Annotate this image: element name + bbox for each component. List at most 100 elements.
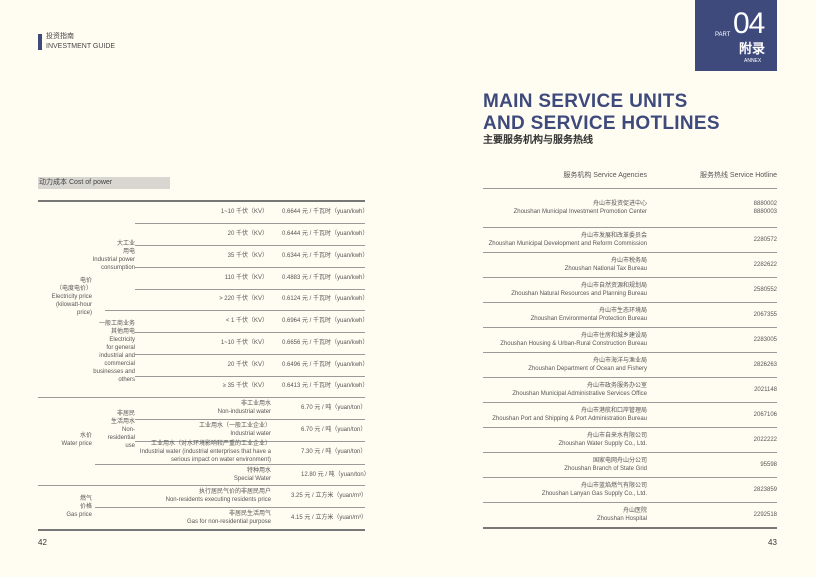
hotline-number: 2067106 xyxy=(753,411,777,418)
hotline-number: 2280572 xyxy=(753,236,777,243)
voltage-level: 1~10 千伏（KV） xyxy=(220,209,268,215)
divider xyxy=(483,302,777,303)
hotline-number: 2826263 xyxy=(753,361,777,368)
page-subtitle: 主要服务机构与服务热线 xyxy=(483,135,593,146)
water-type: 工业用水（对水环境影响较严重的工业企业） xyxy=(150,441,271,447)
price-value: 0.6964 元 / 千瓦时（yuan/kwh） xyxy=(282,318,369,324)
agency-name-en: Zhoushan National Tax Bureau xyxy=(564,265,647,272)
industrial-label: 用电 xyxy=(122,249,135,255)
column-header-agency: 服务机构 Service Agencies xyxy=(563,172,647,179)
nonresidential-label: Non- xyxy=(121,427,135,433)
general-label: commercial xyxy=(104,361,135,367)
divider xyxy=(38,485,365,486)
price-value: 0.6496 元 / 千瓦时（yuan/kwh） xyxy=(282,362,369,368)
price-value: 7.30 元 / 吨（yuan/ton） xyxy=(301,449,367,455)
general-label: businesses and xyxy=(93,369,135,375)
divider xyxy=(38,529,365,531)
divider xyxy=(483,188,777,189)
nonresidential-label: 非居民 xyxy=(116,411,135,417)
price-value: 0.6344 元 / 千瓦时（yuan/kwh） xyxy=(282,253,369,259)
hotline-number: 2283005 xyxy=(753,336,777,343)
agency-name-cn: 舟山市投资促进中心 xyxy=(592,200,647,207)
price-value: 0.4883 元 / 千瓦时（yuan/kwh） xyxy=(282,275,369,281)
hotline-number: 2022222 xyxy=(753,436,777,443)
voltage-level: > 220 千伏（KV） xyxy=(219,296,268,302)
divider xyxy=(483,427,777,428)
water-label: Water price xyxy=(61,441,92,447)
nonresidential-label: residential xyxy=(107,435,135,441)
agency-name-cn: 舟山市住房和城乡建设局 xyxy=(580,332,647,339)
general-label: industrial and xyxy=(99,353,135,359)
hotline-number: 2021148 xyxy=(754,386,777,393)
divider xyxy=(483,352,777,353)
electricity-label: 电价 xyxy=(79,278,92,284)
price-value: 6.70 元 / 吨（yuan/ton） xyxy=(301,427,367,433)
price-value: 0.6656 元 / 千瓦时（yuan/kwh） xyxy=(282,340,369,346)
electricity-label: （电度电价） xyxy=(55,286,92,292)
part-number: 04 xyxy=(733,7,765,40)
divider xyxy=(135,354,365,355)
water-type: 特种用水 xyxy=(246,468,271,474)
price-value: 0.6444 元 / 千瓦时（yuan/kwh） xyxy=(282,231,369,237)
page-title-line1: MAIN SERVICE UNITS xyxy=(483,91,688,112)
agency-name-cn: 舟山市港航和口岸管理局 xyxy=(580,407,647,414)
voltage-level: 35 千伏（KV） xyxy=(227,253,268,259)
divider xyxy=(483,502,777,503)
nonresidential-label: 生活用水 xyxy=(110,419,135,425)
water-label: 水价 xyxy=(79,433,92,439)
divider xyxy=(483,227,777,228)
water-type: Industrial water (industrial enterprises… xyxy=(139,449,271,455)
water-type: Non-industrial water xyxy=(217,409,271,415)
agency-name-en: Zhoushan Port and Shipping & Port Admini… xyxy=(492,415,647,422)
electricity-label: price) xyxy=(76,310,92,316)
agency-name-cn: 舟山医院 xyxy=(622,507,647,514)
section-label: 动力成本 Cost of power xyxy=(38,177,170,189)
divider xyxy=(483,477,777,478)
part-en: ANNEX xyxy=(744,58,762,64)
agency-name-en: Zhoushan Environmental Protection Bureau xyxy=(530,315,647,322)
hotline-number: 2282622 xyxy=(753,261,777,268)
agency-name-en: Zhoushan Housing & Urban-Rural Construct… xyxy=(500,340,647,347)
gas-type: Non-residents executing residents price xyxy=(165,497,271,503)
hotline-number: 2823859 xyxy=(753,486,777,493)
divider xyxy=(483,527,777,529)
gas-label: 燃气 xyxy=(79,496,92,502)
price-value: 0.6644 元 / 千瓦时（yuan/kwh） xyxy=(282,209,369,215)
agency-name-cn: 国家电网舟山分公司 xyxy=(592,457,647,464)
divider xyxy=(483,327,777,328)
gas-label: Gas price xyxy=(66,512,92,518)
nonresidential-label: use xyxy=(125,443,135,449)
voltage-level: 110 千伏（KV） xyxy=(224,275,268,281)
price-value: 0.6413 元 / 千瓦时（yuan/kwh） xyxy=(282,383,369,389)
divider xyxy=(483,252,777,253)
agency-name-en: Zhoushan Municipal Administrative Servic… xyxy=(512,390,647,397)
agency-name-cn: 舟山市税务局 xyxy=(610,257,647,264)
electricity-label: (kilowatt-hour xyxy=(55,302,92,308)
divider xyxy=(95,464,365,465)
gas-label: 价格 xyxy=(79,504,92,510)
page-number-left: 42 xyxy=(38,538,47,547)
agency-name-cn: 舟山市发展和改革委员会 xyxy=(580,232,647,239)
agency-name-cn: 舟山市蓝焰燃气有限公司 xyxy=(580,482,647,489)
water-type: Industrial water xyxy=(230,431,271,437)
hotline-number: 2067355 xyxy=(753,311,777,318)
price-value: 6.70 元 / 吨（yuan/ton） xyxy=(301,405,367,411)
header-accent-bar xyxy=(38,34,42,50)
industrial-label: Industrial power xyxy=(92,257,135,263)
header-en: INVESTMENT GUIDE xyxy=(46,43,116,50)
part-badge: PART 04 附录 ANNEX xyxy=(695,0,777,71)
water-type: serious impact on water environment) xyxy=(170,457,271,463)
voltage-level: 20 千伏（KV） xyxy=(227,362,268,368)
divider xyxy=(135,441,365,442)
water-type: Special Water xyxy=(233,476,271,482)
hotline-number: 95598 xyxy=(760,461,777,468)
page-number-right: 43 xyxy=(768,538,777,547)
agency-name-cn: 舟山市政务服务办公室 xyxy=(586,382,647,389)
divider xyxy=(483,377,777,378)
agency-name-cn: 舟山市海洋与渔业局 xyxy=(592,357,647,364)
agency-name-en: Zhoushan Water Supply Co., Ltd. xyxy=(558,440,648,447)
general-label: for general xyxy=(106,345,135,351)
gas-type: 非居民生活用气 xyxy=(228,511,271,517)
gas-type: 执行居民气价的非居民用户 xyxy=(198,489,271,495)
voltage-level: < 1 千伏（KV） xyxy=(225,318,268,324)
